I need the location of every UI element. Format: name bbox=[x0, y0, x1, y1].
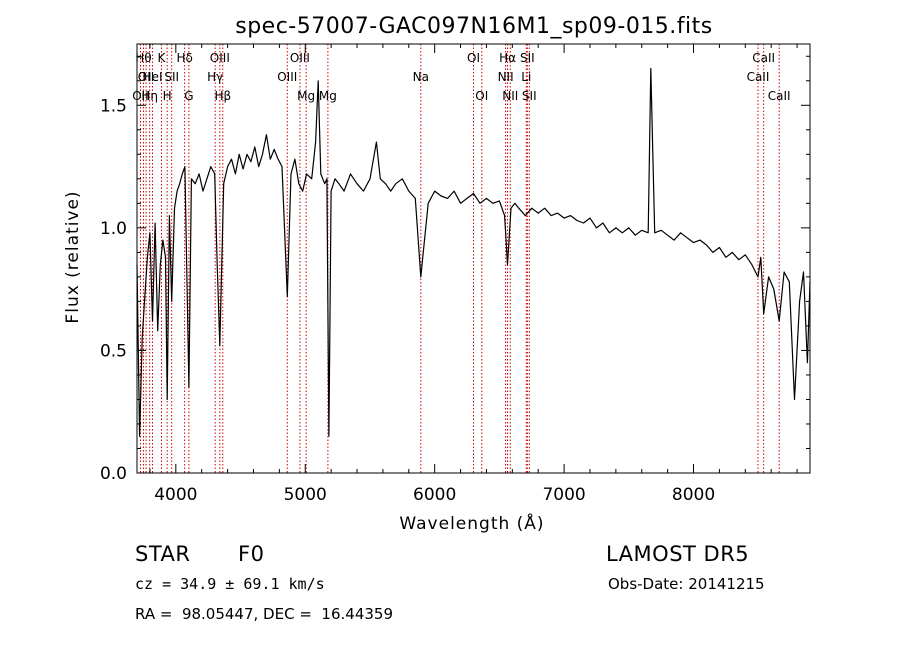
x-tick-label: 8000 bbox=[672, 485, 715, 505]
emission-line-label-16: Mg bbox=[319, 89, 337, 103]
spectrum-line bbox=[136, 67, 811, 437]
emission-line-label-0: OII bbox=[132, 89, 149, 103]
emission-line-label-8: Hδ bbox=[176, 51, 192, 65]
emission-line-label-15: Mg bbox=[297, 89, 315, 103]
emission-line-label-14: OIII bbox=[290, 51, 310, 65]
emission-line-label-17: Na bbox=[413, 70, 429, 84]
emission-line-label-23: Li bbox=[521, 70, 531, 84]
emission-line-label-19: OI bbox=[475, 89, 488, 103]
radial-velocity: cz = 34.9 ± 69.1 km/s bbox=[135, 575, 325, 593]
plot-frame bbox=[136, 43, 811, 474]
emission-line-label-21: Hα bbox=[499, 51, 516, 65]
x-tick-label: 7000 bbox=[542, 485, 585, 505]
survey-release: LAMOST DR5 bbox=[606, 542, 750, 566]
emission-line-label-9: G bbox=[184, 89, 193, 103]
x-axis-ticks: 4000 5000 6000 7000 8000 bbox=[149, 44, 798, 505]
x-tick-label: 6000 bbox=[413, 485, 456, 505]
emission-line-label-20: NII bbox=[498, 70, 514, 84]
emission-line-label-3: Hη bbox=[141, 89, 158, 103]
observation-date: Obs-Date: 20141215 bbox=[608, 575, 765, 593]
emission-line-label-10: Hγ bbox=[207, 70, 223, 84]
emission-line-label-5: K bbox=[158, 51, 167, 65]
x-tick-label: 5000 bbox=[284, 485, 327, 505]
emission-line-label-1: Hθ bbox=[135, 51, 151, 65]
sky-coordinates: RA = 98.05447, DEC = 16.44359 bbox=[135, 605, 394, 623]
y-axis-ticks: 0.0 0.5 1.0 1.5 bbox=[100, 55, 810, 484]
x-tick-label: 4000 bbox=[154, 485, 197, 505]
emission-line-label-2: OII bbox=[138, 70, 155, 84]
emission-line-label-26: CaII bbox=[747, 70, 770, 84]
x-axis-label: Wavelength (Å) bbox=[399, 512, 544, 534]
emission-line-label-13: OIII bbox=[277, 70, 297, 84]
emission-line-label-27: CaII bbox=[752, 51, 775, 65]
emission-line-label-25: SII bbox=[522, 89, 537, 103]
emission-line-label-11: OIII bbox=[210, 51, 230, 65]
emission-line-markers bbox=[139, 44, 780, 473]
emission-line-label-22: NII bbox=[502, 89, 518, 103]
emission-line-label-18: OI bbox=[467, 51, 480, 65]
emission-line-label-12: Hβ bbox=[214, 89, 231, 103]
emission-line-label-24: SII bbox=[520, 51, 535, 65]
y-axis-label: Flux (relative) bbox=[63, 190, 83, 323]
y-tick-label: 1.5 bbox=[100, 96, 127, 116]
emission-line-label-4: HeI bbox=[143, 70, 163, 84]
y-tick-label: 1.0 bbox=[100, 219, 127, 239]
emission-line-label-28: CaII bbox=[768, 89, 791, 103]
y-tick-label: 0.5 bbox=[100, 341, 127, 361]
object-class: STAR bbox=[135, 542, 191, 566]
emission-line-label-6: H bbox=[163, 89, 172, 103]
emission-line-label-7: SII bbox=[164, 70, 179, 84]
y-tick-label: 0.0 bbox=[100, 464, 127, 484]
object-subclass: F0 bbox=[238, 542, 265, 566]
chart-title: spec-57007-GAC097N16M1_sp09-015.fits bbox=[235, 14, 713, 39]
